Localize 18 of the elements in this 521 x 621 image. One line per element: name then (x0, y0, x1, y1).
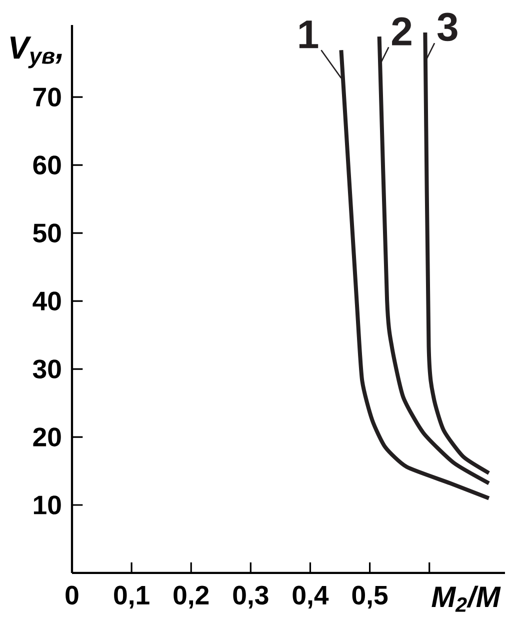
x-tick-label: 0,3 (233, 586, 268, 608)
legend-label: 2 (392, 17, 412, 46)
x-tick-label: 0,4 (292, 586, 329, 608)
x-tick-label: 0 (66, 586, 78, 605)
legend-label: 3 (437, 12, 458, 42)
y-tick-label: 40 (32, 292, 61, 310)
x-tick-label: 0,2 (174, 586, 209, 608)
y-tick-label: 20 (33, 428, 61, 446)
x-tick-label: 0,1 (114, 586, 150, 608)
x-tick-label: 0,5 (352, 586, 388, 608)
y-tick-label: 30 (32, 360, 61, 378)
y-axis-title: V$_{ув}$, (10, 36, 62, 68)
y-tick-label: 70 (33, 88, 61, 106)
y-tick-label: 60 (33, 156, 61, 174)
x-axis-title: M$_{2}$/M (432, 586, 501, 612)
y-tick-label: 50 (33, 224, 61, 242)
y-tick-label: 10 (34, 496, 61, 514)
series-label: 1 (299, 20, 318, 48)
